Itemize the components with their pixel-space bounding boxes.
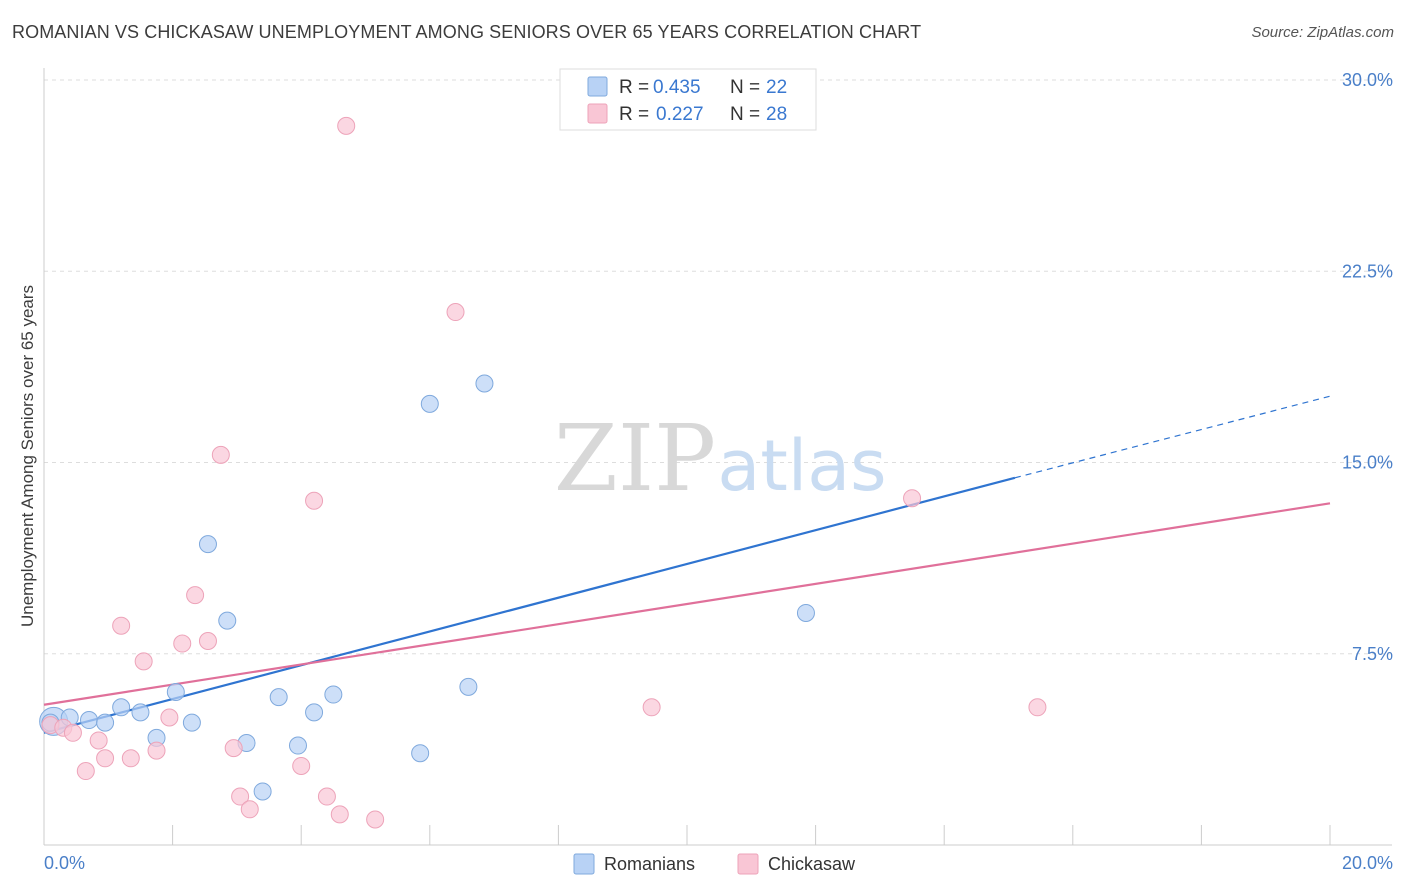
data-points <box>39 116 1047 829</box>
trend-line-chickasaw <box>43 502 1331 706</box>
trend-line-romanians-extension <box>1014 395 1331 479</box>
legend-r-label-chickasaw: R = <box>619 104 649 125</box>
legend-r-chickasaw: 0.227 <box>656 104 704 125</box>
legend-n-label-chickasaw: N = <box>730 104 760 125</box>
legend-swatch-chickasaw <box>587 103 608 124</box>
romanians-point <box>324 685 343 704</box>
legend-r-romanians: 0.435 <box>653 77 701 98</box>
chickasaw-point <box>337 116 356 135</box>
trend-line-romanians <box>43 476 1016 734</box>
y-tick-label: 7.5% <box>1352 644 1393 664</box>
watermark-zip: ZIP <box>554 405 716 512</box>
grid-lines <box>44 79 1392 655</box>
chickasaw-point <box>446 303 465 322</box>
chickasaw-point <box>198 632 217 650</box>
chickasaw-point <box>366 810 385 829</box>
romanians-point <box>131 703 150 722</box>
romanians-point <box>182 713 201 732</box>
chickasaw-point <box>89 731 108 750</box>
romanians-point <box>796 603 815 622</box>
chickasaw-point <box>112 616 131 635</box>
romanians-point <box>166 683 185 701</box>
chickasaw-point <box>121 749 140 768</box>
legend-n-romanians: 22 <box>766 77 787 98</box>
romanians-point <box>80 711 99 730</box>
x-tick-label: 0.0% <box>44 853 85 873</box>
chickasaw-point <box>147 741 166 760</box>
romanians-point <box>288 736 307 755</box>
chickasaw-point <box>76 762 95 781</box>
legend-n-chickasaw: 28 <box>766 104 787 125</box>
chickasaw-point <box>211 445 230 464</box>
romanians-point <box>112 698 131 717</box>
y-tick-label: 15.0% <box>1342 453 1393 473</box>
chickasaw-point <box>642 698 661 717</box>
romanians-point <box>253 782 272 801</box>
chickasaw-point <box>224 739 243 758</box>
chart-title: ROMANIAN VS CHICKASAW UNEMPLOYMENT AMONG… <box>12 22 922 42</box>
romanians-point <box>459 677 478 696</box>
chickasaw-point <box>173 634 192 653</box>
romanians-point <box>198 535 217 554</box>
watermark-atlas: atlas <box>717 425 886 507</box>
romanians-point <box>475 374 494 393</box>
chickasaw-point <box>134 652 153 671</box>
bottom-legend-swatch-chickasaw <box>737 853 759 875</box>
romanians-point <box>218 611 237 630</box>
chickasaw-point <box>903 489 922 508</box>
y-tick-label: 22.5% <box>1342 261 1393 281</box>
romanians-point <box>420 394 439 413</box>
romanians-point <box>269 688 288 707</box>
bottom-legend-chickasaw: Chickasaw <box>768 854 856 874</box>
romanians-point <box>96 713 115 732</box>
chickasaw-point <box>63 723 82 742</box>
bottom-legend-swatch-romanians <box>573 853 595 875</box>
chickasaw-point <box>292 756 311 775</box>
axes <box>43 68 1392 846</box>
legend-n-label-romanians: N = <box>730 77 760 98</box>
chickasaw-point <box>160 708 179 727</box>
chickasaw-point <box>1028 698 1047 717</box>
legend-swatch-romanians <box>587 76 608 97</box>
bottom-legend: Romanians Chickasaw <box>573 853 856 875</box>
y-tick-label: 30.0% <box>1342 70 1393 90</box>
chickasaw-point <box>317 787 336 806</box>
legend-r-label-romanians: R = <box>619 77 649 98</box>
chickasaw-point <box>96 749 115 768</box>
x-tick-label: 20.0% <box>1342 853 1393 873</box>
trend-lines <box>43 395 1331 734</box>
chickasaw-point <box>330 805 349 824</box>
chickasaw-point <box>231 787 250 806</box>
x-tick-labels: 0.0% 20.0% <box>44 853 1393 873</box>
watermark: ZIP atlas <box>554 405 887 512</box>
bottom-legend-romanians: Romanians <box>604 854 695 874</box>
chickasaw-point <box>186 586 205 605</box>
chickasaw-point <box>305 491 324 510</box>
source-label: Source: ZipAtlas.com <box>1251 24 1394 41</box>
romanians-point <box>305 703 324 722</box>
y-tick-labels: 7.5% 15.0% 22.5% 30.0% <box>1342 70 1393 664</box>
chickasaw-point <box>240 800 259 819</box>
romanians-point <box>411 744 430 763</box>
legend-box: R = 0.435 N = 22 R = 0.227 N = 28 <box>559 68 817 131</box>
